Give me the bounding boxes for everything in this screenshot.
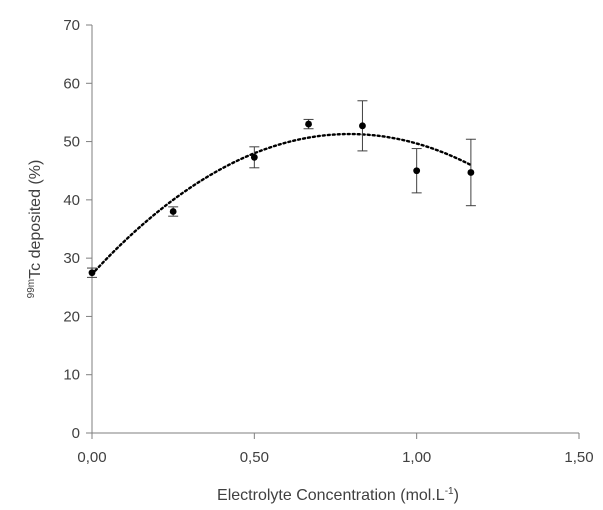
data-point <box>359 122 366 130</box>
y-tick-label: 0 <box>72 425 80 442</box>
trendline <box>90 132 473 276</box>
x-tick-label: 0,00 <box>77 449 106 466</box>
error-bars <box>87 100 476 278</box>
y-tick-label: 40 <box>63 192 80 209</box>
trendline-group <box>90 132 473 276</box>
x-ticks: 0,00 0,50 1,00 1,50 <box>77 433 594 466</box>
x-axis-title: Electrolyte Concentration (mol.L-1) <box>217 486 459 504</box>
data-point <box>467 169 475 176</box>
y-tick-label: 70 <box>63 17 80 34</box>
axes <box>91 25 579 434</box>
x-tick-label: 1,50 <box>564 449 593 466</box>
y-tick-label: 10 <box>63 367 80 384</box>
data-points <box>88 120 475 277</box>
y-tick-label: 20 <box>63 308 80 325</box>
x-tick-label: 0,50 <box>240 449 269 466</box>
y-tick-label: 30 <box>63 250 80 267</box>
data-point <box>250 153 258 161</box>
data-point <box>169 208 177 215</box>
y-axis-title: 99mTc deposited (%) <box>26 160 44 299</box>
y-tick-label: 60 <box>63 75 80 92</box>
data-point <box>305 120 312 128</box>
y-tick-label: 50 <box>63 134 80 151</box>
y-ticks: 0 10 20 30 40 50 60 70 <box>63 17 92 442</box>
data-point <box>413 167 421 175</box>
data-point <box>88 269 96 277</box>
x-tick-label: 1,00 <box>402 449 431 466</box>
